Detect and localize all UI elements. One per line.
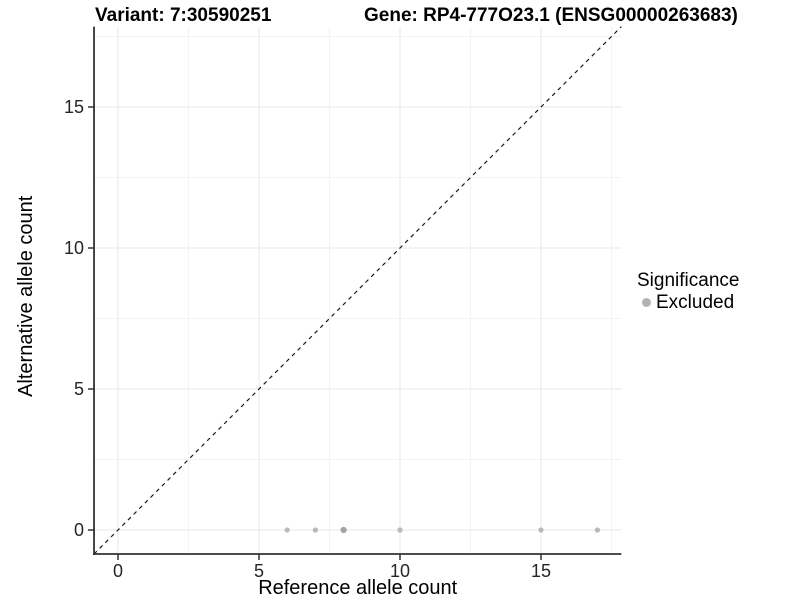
data-point bbox=[340, 526, 347, 534]
x-tick-label: 5 bbox=[254, 561, 264, 581]
y-tick-label: 15 bbox=[64, 97, 84, 117]
identity-line bbox=[93, 26, 622, 555]
x-tick-label: 0 bbox=[113, 561, 123, 581]
data-point bbox=[312, 527, 318, 533]
y-axis-title: Alternative allele count bbox=[15, 195, 37, 397]
y-tick-label: 5 bbox=[74, 379, 84, 399]
data-point bbox=[538, 527, 544, 533]
data-point bbox=[284, 527, 290, 533]
variant-title: Variant: 7:30590251 bbox=[95, 5, 272, 26]
y-tick-label: 0 bbox=[74, 520, 84, 540]
identity-dashed-line bbox=[93, 26, 622, 555]
legend-item-excluded: Excluded bbox=[637, 293, 739, 312]
gene-title: Gene: RP4-777O23.1 (ENSG00000263683) bbox=[364, 5, 738, 26]
x-tick-label: 15 bbox=[531, 561, 551, 581]
legend-title: Significance bbox=[637, 270, 740, 291]
legend-item-label: Excluded bbox=[656, 292, 735, 313]
x-tick-label: 10 bbox=[390, 561, 410, 581]
x-axis-title: Reference allele count bbox=[258, 577, 457, 599]
axis-ticks bbox=[88, 106, 542, 560]
data-points bbox=[284, 526, 601, 534]
excluded-point-icon bbox=[642, 298, 651, 307]
y-tick-label: 10 bbox=[64, 238, 84, 258]
data-point bbox=[594, 527, 601, 533]
grid-minor bbox=[94, 26, 622, 554]
legend: Significance Excluded bbox=[637, 271, 739, 312]
data-point bbox=[397, 527, 403, 533]
grid-major bbox=[94, 26, 622, 554]
axis-tick-labels: 0 5 10 15 0 5 10 15 bbox=[64, 97, 551, 581]
axis-lines bbox=[93, 26, 622, 555]
